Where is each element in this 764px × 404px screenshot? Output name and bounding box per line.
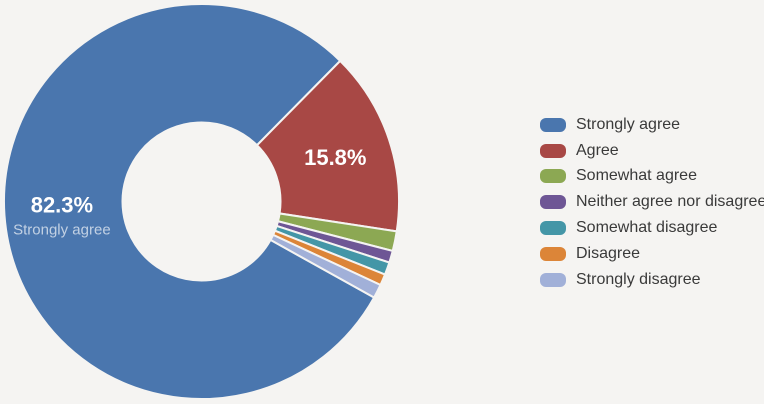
legend-item-neither-agree-nor-disagree[interactable]: Neither agree nor disagree xyxy=(540,189,764,215)
slice-agree[interactable] xyxy=(255,59,400,233)
slice-value-label: 82.3% xyxy=(31,193,93,218)
legend-swatch-icon xyxy=(540,221,566,236)
slice-value-label: 15.8% xyxy=(304,145,366,170)
legend-item-strongly-agree[interactable]: Strongly agree xyxy=(540,112,764,138)
legend-swatch-icon xyxy=(540,195,566,210)
legend-swatch-icon xyxy=(540,246,566,261)
legend-swatch-icon xyxy=(540,117,566,132)
legend-label: Strongly agree xyxy=(576,115,681,133)
legend-item-disagree[interactable]: Disagree xyxy=(540,241,764,267)
legend-item-agree[interactable]: Agree xyxy=(540,138,764,164)
legend-item-strongly-disagree[interactable]: Strongly disagree xyxy=(540,267,764,293)
legend-label: Somewhat agree xyxy=(576,167,697,185)
legend-item-somewhat-agree[interactable]: Somewhat agree xyxy=(540,164,764,190)
legend-item-somewhat-disagree[interactable]: Somewhat disagree xyxy=(540,215,764,241)
chart-legend: Strongly agree Agree Somewhat agree Neither… xyxy=(540,112,764,293)
donut-chart: 82.3% Strongly agree 15.8% xyxy=(3,3,400,400)
legend-label: Disagree xyxy=(576,244,641,262)
slice-strongly-agree[interactable] xyxy=(3,3,376,400)
legend-swatch-icon xyxy=(540,143,566,158)
legend-label: Strongly disagree xyxy=(576,270,701,288)
slice-category-label: Strongly agree xyxy=(13,222,111,239)
legend-label: Somewhat disagree xyxy=(576,219,718,237)
legend-label: Agree xyxy=(576,141,619,159)
legend-swatch-icon xyxy=(540,272,566,287)
legend-label: Neither agree nor disagree xyxy=(576,193,764,211)
slice-strongly-disagree[interactable] xyxy=(269,233,382,299)
legend-swatch-icon xyxy=(540,169,566,184)
